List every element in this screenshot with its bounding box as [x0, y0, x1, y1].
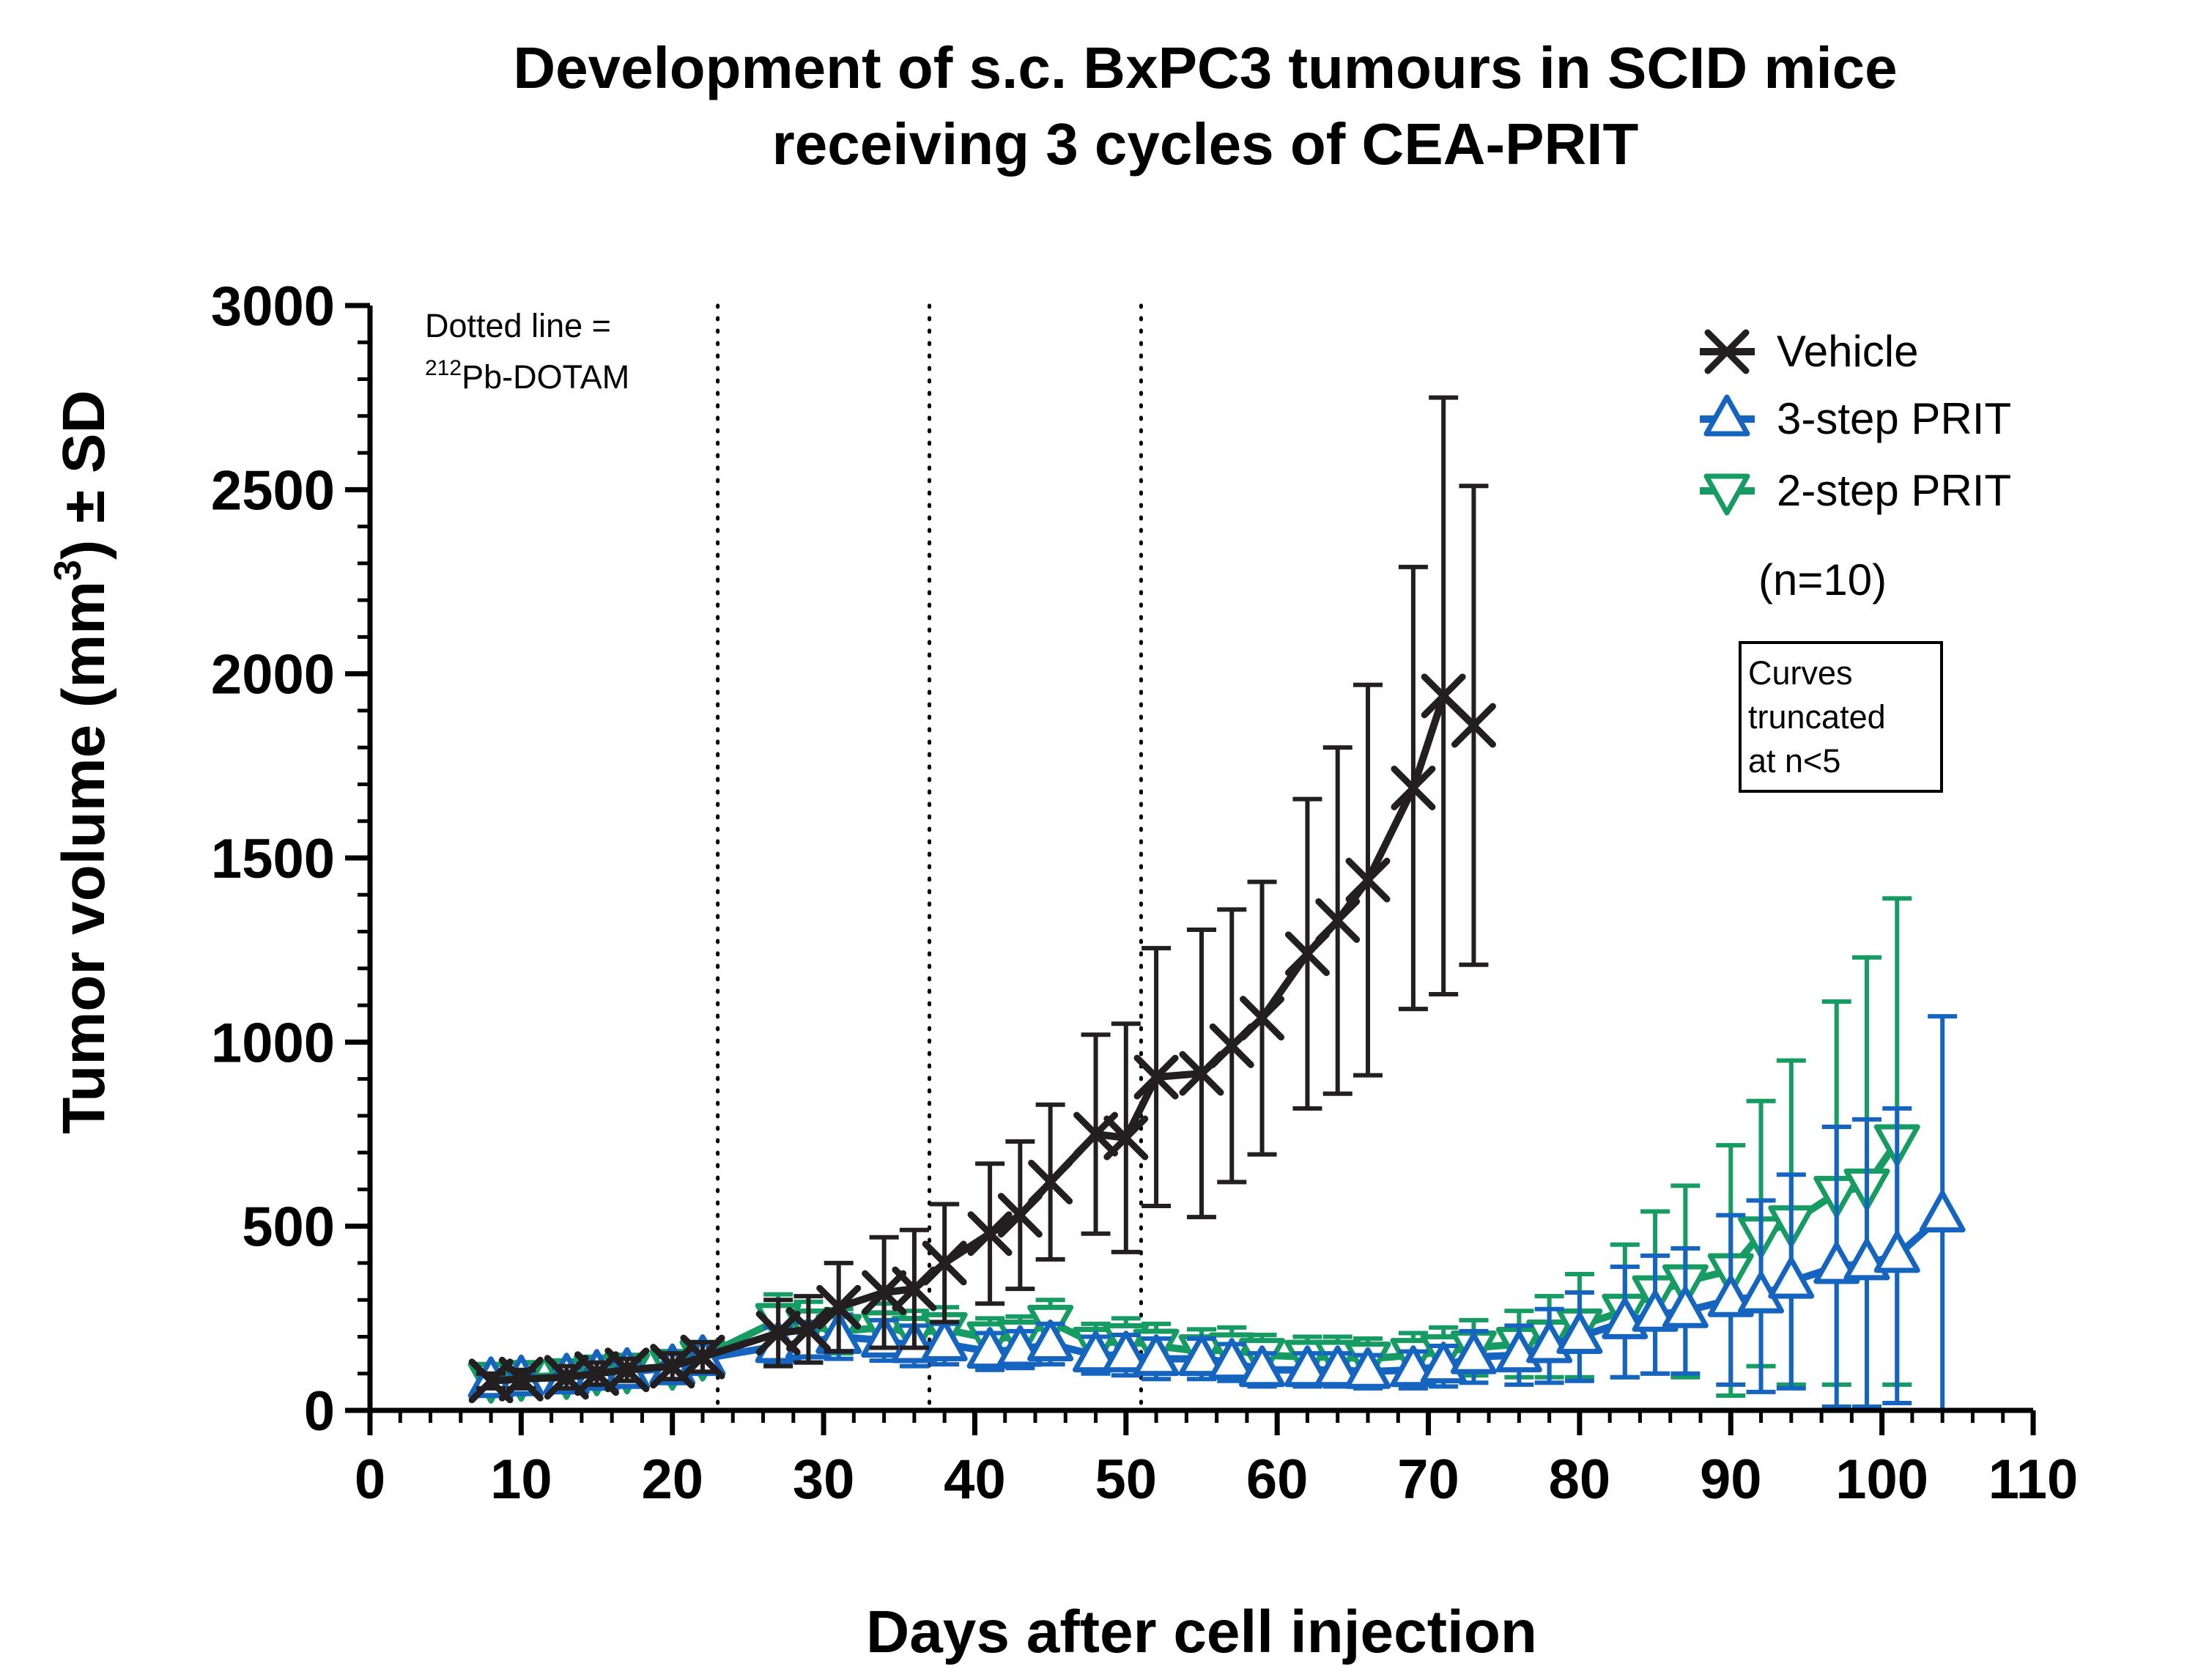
- data-point: [1028, 1159, 1073, 1205]
- y-tick-label: 500: [242, 1196, 335, 1259]
- data-point: [1073, 1331, 1120, 1373]
- dotted-line-note-superscript: 212: [425, 356, 462, 380]
- data-point: [816, 1284, 862, 1330]
- dotted-line-note-line-2: 212Pb-DOTAM: [425, 356, 629, 396]
- y-tick-label: 1000: [211, 1012, 335, 1074]
- legend-label: 2-step PRIT: [1777, 466, 2011, 515]
- data-point: [1103, 1331, 1150, 1373]
- y-axis-title-main: Tumor volume (mm: [51, 581, 117, 1134]
- x-tick-label: 90: [1700, 1448, 1762, 1511]
- x-tick-label: 30: [793, 1448, 855, 1511]
- y-tick-label: 0: [304, 1380, 335, 1443]
- x-tick-label: 20: [641, 1448, 703, 1511]
- data-point: [1345, 857, 1391, 903]
- data-point: [1133, 1334, 1180, 1377]
- x-tick-label: 60: [1246, 1448, 1309, 1511]
- truncation-note: Curves truncated at n<5: [1739, 641, 1943, 793]
- data-point: [1314, 1345, 1361, 1388]
- x-tick-label: 70: [1397, 1448, 1459, 1511]
- legend-item-3-step-prit: 3-step PRIT: [1700, 394, 2011, 443]
- legend-marker: [1703, 394, 1750, 437]
- x-tick-label: 10: [490, 1448, 552, 1511]
- chart-title: Development of s.c. BxPC3 tumours in SCI…: [513, 35, 1897, 177]
- legend-n-label: (n=10): [1758, 555, 1887, 604]
- data-point: [1027, 1320, 1074, 1362]
- dotted-line-group: [716, 303, 1143, 1413]
- data-point: [1284, 1345, 1331, 1388]
- plot-area: [467, 395, 1966, 1413]
- y-axis-title: Tumor volume (mm3) ± SD: [47, 390, 117, 1134]
- data-point: [1178, 1334, 1225, 1377]
- data-point: [604, 1347, 650, 1393]
- x-axis-ticks: 0 10 20 30 40 50 60 70 80 90 100 110: [355, 1410, 2078, 1511]
- y-tick-label: 2500: [211, 459, 335, 522]
- x-tick-label: 50: [1095, 1448, 1158, 1511]
- chart-title-line-2: receiving 3 cycles of CEA-PRIT: [772, 111, 1639, 177]
- legend-item-2-step-prit: 2-step PRIT: [1700, 466, 2011, 516]
- data-point: [1344, 1347, 1391, 1389]
- x-tick-label: 80: [1549, 1448, 1611, 1511]
- series-line: [487, 692, 1478, 1385]
- data-point: [785, 1306, 831, 1352]
- legend-marker: [1704, 329, 1750, 374]
- y-tick-label: 2000: [211, 644, 335, 706]
- legend-marker: [1703, 473, 1750, 516]
- data-point: [1315, 898, 1361, 943]
- legend-item-vehicle: Vehicle: [1700, 327, 1918, 376]
- dotted-line-note-label: Pb-DOTAM: [462, 358, 629, 396]
- data-point: [1133, 1054, 1179, 1100]
- x-tick-label: 40: [944, 1448, 1006, 1511]
- series-2-step-prit: [467, 896, 1920, 1413]
- y-axis-title-suffix: ) ± SD: [51, 390, 117, 560]
- data-point: [1556, 1311, 1603, 1354]
- data-point: [921, 1320, 968, 1362]
- y-tick-label: 1500: [211, 828, 335, 890]
- data-point: [1240, 996, 1285, 1041]
- x-tick-label: 0: [355, 1448, 385, 1511]
- data-point: [1451, 703, 1496, 748]
- y-axis-ticks: 0 500 1000 1500 2000 2500 3000: [211, 275, 370, 1443]
- truncation-note-box: [1739, 641, 1943, 793]
- truncation-note-line-1: Curves: [1748, 654, 1853, 692]
- x-tick-label: 100: [1835, 1448, 1928, 1511]
- data-point: [1919, 1191, 1966, 1233]
- data-point: [1662, 1286, 1709, 1328]
- legend-label: 3-step PRIT: [1777, 394, 2011, 443]
- truncation-note-line-2: truncated: [1748, 698, 1886, 736]
- data-point: [1450, 1332, 1497, 1374]
- dotted-line-note-line-1: Dotted line =: [425, 307, 611, 344]
- data-point: [1103, 1115, 1149, 1161]
- truncation-note-line-3: at n<5: [1748, 742, 1840, 780]
- data-point: [966, 1327, 1013, 1369]
- data-point: [1239, 1345, 1286, 1388]
- y-tick-label: 3000: [211, 275, 335, 338]
- y-axis-title-superscript: 3: [47, 560, 89, 581]
- data-point: [1391, 765, 1436, 810]
- data-point: [498, 1356, 544, 1402]
- dotted-line-note: Dotted line = 212Pb-DOTAM: [425, 307, 629, 396]
- legend-label: Vehicle: [1777, 327, 1918, 376]
- data-point: [680, 1334, 725, 1380]
- data-point: [922, 1240, 967, 1286]
- data-point: [1873, 1231, 1920, 1273]
- data-point: [1768, 1257, 1815, 1299]
- data-point: [967, 1211, 1013, 1257]
- data-point: [1208, 1338, 1255, 1380]
- x-tick-label: 110: [1988, 1448, 2079, 1511]
- x-axis-title: Days after cell injection: [866, 1599, 1537, 1665]
- chart-title-line-1: Development of s.c. BxPC3 tumours in SCI…: [513, 35, 1897, 100]
- series-vehicle: [468, 395, 1496, 1404]
- legend: Vehicle 3-step PRIT 2-step PRIT: [1700, 327, 2011, 516]
